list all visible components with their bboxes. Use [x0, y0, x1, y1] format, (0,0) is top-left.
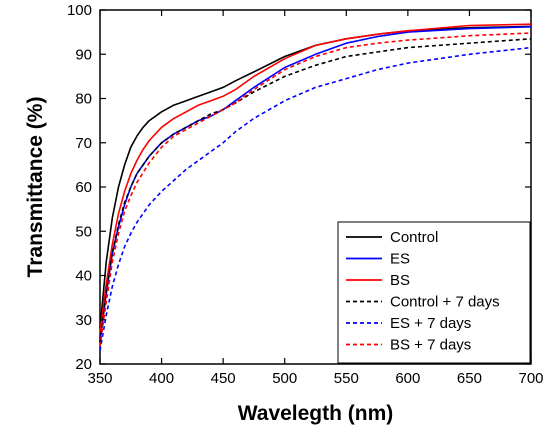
y-tick-label: 60 — [75, 179, 92, 196]
x-tick-label: 350 — [87, 370, 112, 387]
series-layer — [99, 23, 532, 351]
series-line-4 — [99, 46, 532, 351]
series-line-2 — [99, 23, 532, 334]
y-tick-label: 40 — [75, 268, 92, 285]
y-tick-label: 80 — [75, 91, 92, 108]
legend-label-1: ES — [390, 251, 410, 268]
x-tick-label: 450 — [211, 370, 236, 387]
series-line-3 — [99, 38, 532, 343]
x-tick-label: 550 — [334, 370, 359, 387]
y-tick-label: 90 — [75, 46, 92, 63]
x-tick-label: 500 — [272, 370, 297, 387]
series-line-5 — [99, 32, 532, 347]
legend-label-3: Control + 7 days — [390, 294, 500, 311]
legend-label-0: Control — [390, 229, 438, 246]
legend-box — [337, 221, 531, 364]
x-tick-label: 700 — [518, 370, 543, 387]
y-tick-label: 20 — [75, 356, 92, 373]
x-tick-label: 400 — [149, 370, 174, 387]
x-tick-label: 600 — [395, 370, 420, 387]
axis-ticks: 350 400 450 500 550 600 650 700 20 30 40 50 60 70 80 90… — [67, 2, 544, 387]
legend: Control ES BS Control + 7 days ES + 7 days BS… — [337, 221, 531, 364]
y-tick-label: 70 — [75, 135, 92, 152]
legend-label-5: BS + 7 days — [390, 337, 471, 354]
y-tick-label: 50 — [75, 223, 92, 240]
legend-label-4: ES + 7 days — [390, 315, 471, 332]
y-tick-label: 100 — [67, 2, 92, 19]
x-axis-title: Wavelegth (nm) — [238, 402, 394, 425]
legend-label-2: BS — [390, 272, 410, 289]
y-axis-title: Transmittance (%) — [24, 97, 47, 278]
x-tick-label: 650 — [457, 370, 482, 387]
y-tick-label: 30 — [75, 312, 92, 329]
